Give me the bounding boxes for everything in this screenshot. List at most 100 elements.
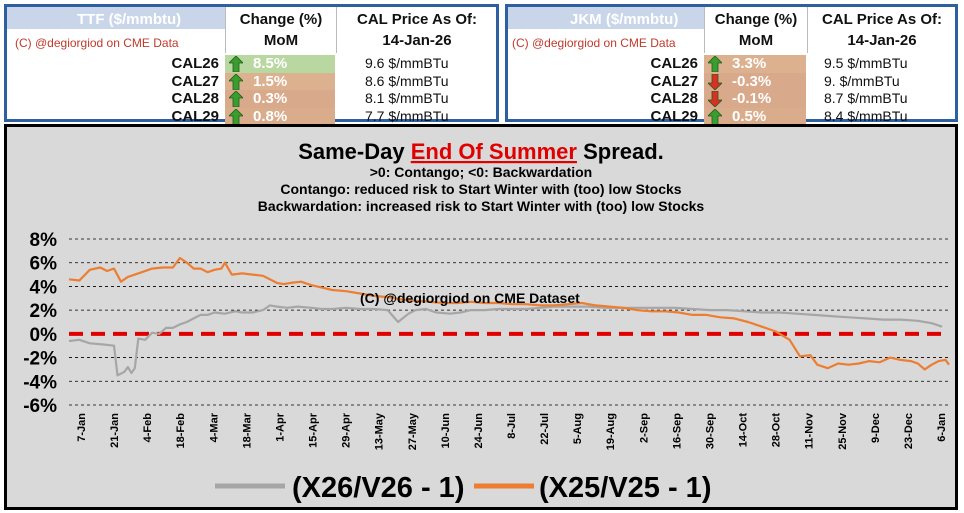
change-value: 3.3%: [732, 55, 767, 72]
jkm-change-header: Change (%) MoM: [704, 7, 808, 53]
jkm-price-header: CAL Price As Of: 14-Jan-26: [808, 7, 956, 53]
chart-subtitle-1: >0: Contango; <0: Backwardation: [370, 164, 592, 180]
jkm-price-header-label: CAL Price As Of:: [821, 11, 943, 28]
x-tick-label: 4-Feb: [142, 413, 154, 443]
change-value: -0.3%: [732, 72, 772, 90]
legend-gray-label: (X26/V26 - 1): [292, 472, 464, 504]
jkm-table-title: JKM ($/mmbtu): [570, 11, 679, 28]
arrow-up-icon: [229, 56, 243, 72]
ttf-price-table: TTF ($/mmbtu) (C) @degiorgiod on CME Dat…: [4, 4, 499, 126]
x-tick-label: 18-Feb: [175, 413, 187, 449]
chart-title-part1: Same-Day: [298, 139, 411, 164]
x-tick-label: 14-Oct: [738, 413, 750, 448]
jkm-change-header-sub: MoM: [738, 32, 774, 49]
ttf-title-background: [7, 7, 225, 29]
price-value: 7.7 $/mmBTu: [365, 107, 449, 124]
chart-subtitle-3: Backwardation: increased risk to Start W…: [258, 198, 705, 214]
y-tick-label: -4%: [23, 372, 57, 393]
x-tick-label: 16-Sep: [671, 413, 683, 449]
arrow-up-icon: [708, 56, 722, 72]
change-cell: -0.3%: [704, 72, 806, 91]
x-tick-label: 24-Jun: [473, 413, 485, 449]
y-tick-label: 4%: [30, 277, 58, 298]
x-tick-label: 29-Apr: [341, 412, 353, 448]
chart-title-part2: End Of Summer: [411, 139, 578, 164]
y-tick-label: 8%: [30, 230, 58, 251]
x-tick-label: 11-Nov: [804, 412, 816, 449]
jkm-title-background: [508, 7, 704, 29]
ttf-price-header-label: CAL Price As Of:: [356, 11, 478, 28]
price-value: 8.4 $/mmBTu: [824, 107, 908, 124]
price-value: 9. $/mmBTu: [824, 72, 900, 89]
chart-series: [68, 256, 950, 377]
chart-title: Same-Day End Of Summer Spread.: [298, 139, 664, 164]
change-cell: -0.1%: [704, 90, 806, 108]
chart-title-part3: Spread.: [577, 139, 664, 164]
legend-orange-label: (X25/V25 - 1): [539, 472, 711, 504]
price-value: 8.7 $/mmBTu: [824, 90, 908, 106]
arrow-up-icon: [708, 108, 722, 125]
change-cell: 0.8%: [225, 107, 335, 126]
table-row: CAL29 0.5% 8.4 $/mmBTu: [508, 107, 955, 126]
x-tick-label: 15-Apr: [308, 412, 320, 448]
row-label: CAL29: [650, 107, 698, 125]
spread-chart: Same-Day End Of Summer Spread. >0: Conta…: [4, 124, 958, 510]
row-label: CAL29: [171, 107, 219, 125]
x-tick-label: 27-May: [407, 412, 419, 450]
table-row: CAL28 -0.1% 8.7 $/mmBTu: [508, 90, 955, 108]
x-tick-label: 23-Dec: [903, 413, 915, 449]
table-row: CAL26 8.5% 9.6 $/mmBTu: [7, 55, 496, 73]
x-tick-label: 1-Apr: [274, 412, 286, 441]
ttf-price-header: CAL Price As Of: 14-Jan-26: [337, 7, 497, 53]
x-tick-label: 4-Mar: [208, 412, 220, 442]
ttf-copyright: (C) @degiorgiod on CME Data: [15, 36, 179, 50]
price-value: 8.6 $/mmBTu: [365, 72, 449, 89]
ttf-change-header-sub: MoM: [263, 32, 299, 49]
price-value: 8.1 $/mmBTu: [365, 90, 449, 106]
arrow-down-icon: [708, 73, 722, 90]
row-label: CAL28: [650, 90, 698, 107]
table-row: CAL27 -0.3% 9. $/mmBTu: [508, 72, 955, 91]
chart-watermark: (C) @degiorgiod on CME Dataset: [360, 290, 580, 306]
x-tick-label: 25-Nov: [837, 412, 849, 450]
x-tick-label: 5-Aug: [572, 413, 584, 444]
x-tick-label: 22-Jul: [539, 413, 551, 445]
series-line-x26-v26: [68, 304, 943, 377]
change-cell: 8.5%: [225, 55, 335, 73]
table-row: CAL28 0.3% 8.1 $/mmBTu: [7, 90, 496, 108]
x-tick-label: 7-Jan: [76, 413, 88, 442]
ttf-table-title: TTF ($/mmbtu): [77, 11, 182, 28]
change-value: 1.5%: [253, 72, 288, 90]
jkm-change-header-label: Change (%): [714, 11, 798, 28]
price-value: 9.5 $/mmBTu: [824, 55, 908, 71]
x-tick-label: 19-Aug: [605, 413, 617, 450]
jkm-copyright: (C) @degiorgiod on CME Data: [512, 36, 676, 50]
price-value: 9.6 $/mmBTu: [365, 55, 449, 71]
x-tick-label: 2-Sep: [638, 413, 650, 443]
y-axis-ticks: 8% 6%4% 2% 0% -2%-4% -6%: [23, 230, 57, 417]
row-label: CAL26: [171, 55, 219, 72]
chart-subtitle-2: Contango: reduced risk to Start Winter w…: [280, 181, 681, 197]
change-value: -0.1%: [732, 90, 772, 107]
x-tick-label: 9-Dec: [870, 413, 882, 443]
table-row: CAL27 1.5% 8.6 $/mmBTu: [7, 72, 496, 91]
jkm-price-date: 14-Jan-26: [847, 32, 917, 49]
change-value: 0.3%: [253, 90, 288, 107]
y-tick-label: 6%: [30, 254, 58, 275]
y-tick-label: -2%: [23, 349, 57, 370]
x-tick-label: 21-Jan: [109, 413, 121, 448]
table-row: CAL26 3.3% 9.5 $/mmBTu: [508, 55, 955, 73]
arrow-down-icon: [708, 91, 722, 107]
ttf-change-header-label: Change (%): [239, 11, 323, 28]
chart-legend: (X26/V26 - 1) (X25/V25 - 1): [215, 472, 711, 504]
change-cell: 3.3%: [704, 55, 806, 73]
row-label: CAL27: [171, 72, 219, 90]
x-tick-label: 8-Jul: [506, 413, 518, 439]
change-value: 0.8%: [253, 107, 288, 125]
y-tick-label: 0%: [30, 325, 58, 346]
x-tick-label: 6-Jan: [936, 413, 948, 442]
change-cell: 1.5%: [225, 72, 335, 91]
y-tick-label: 2%: [30, 301, 58, 322]
row-label: CAL27: [650, 72, 698, 90]
change-value: 0.5%: [732, 107, 767, 125]
